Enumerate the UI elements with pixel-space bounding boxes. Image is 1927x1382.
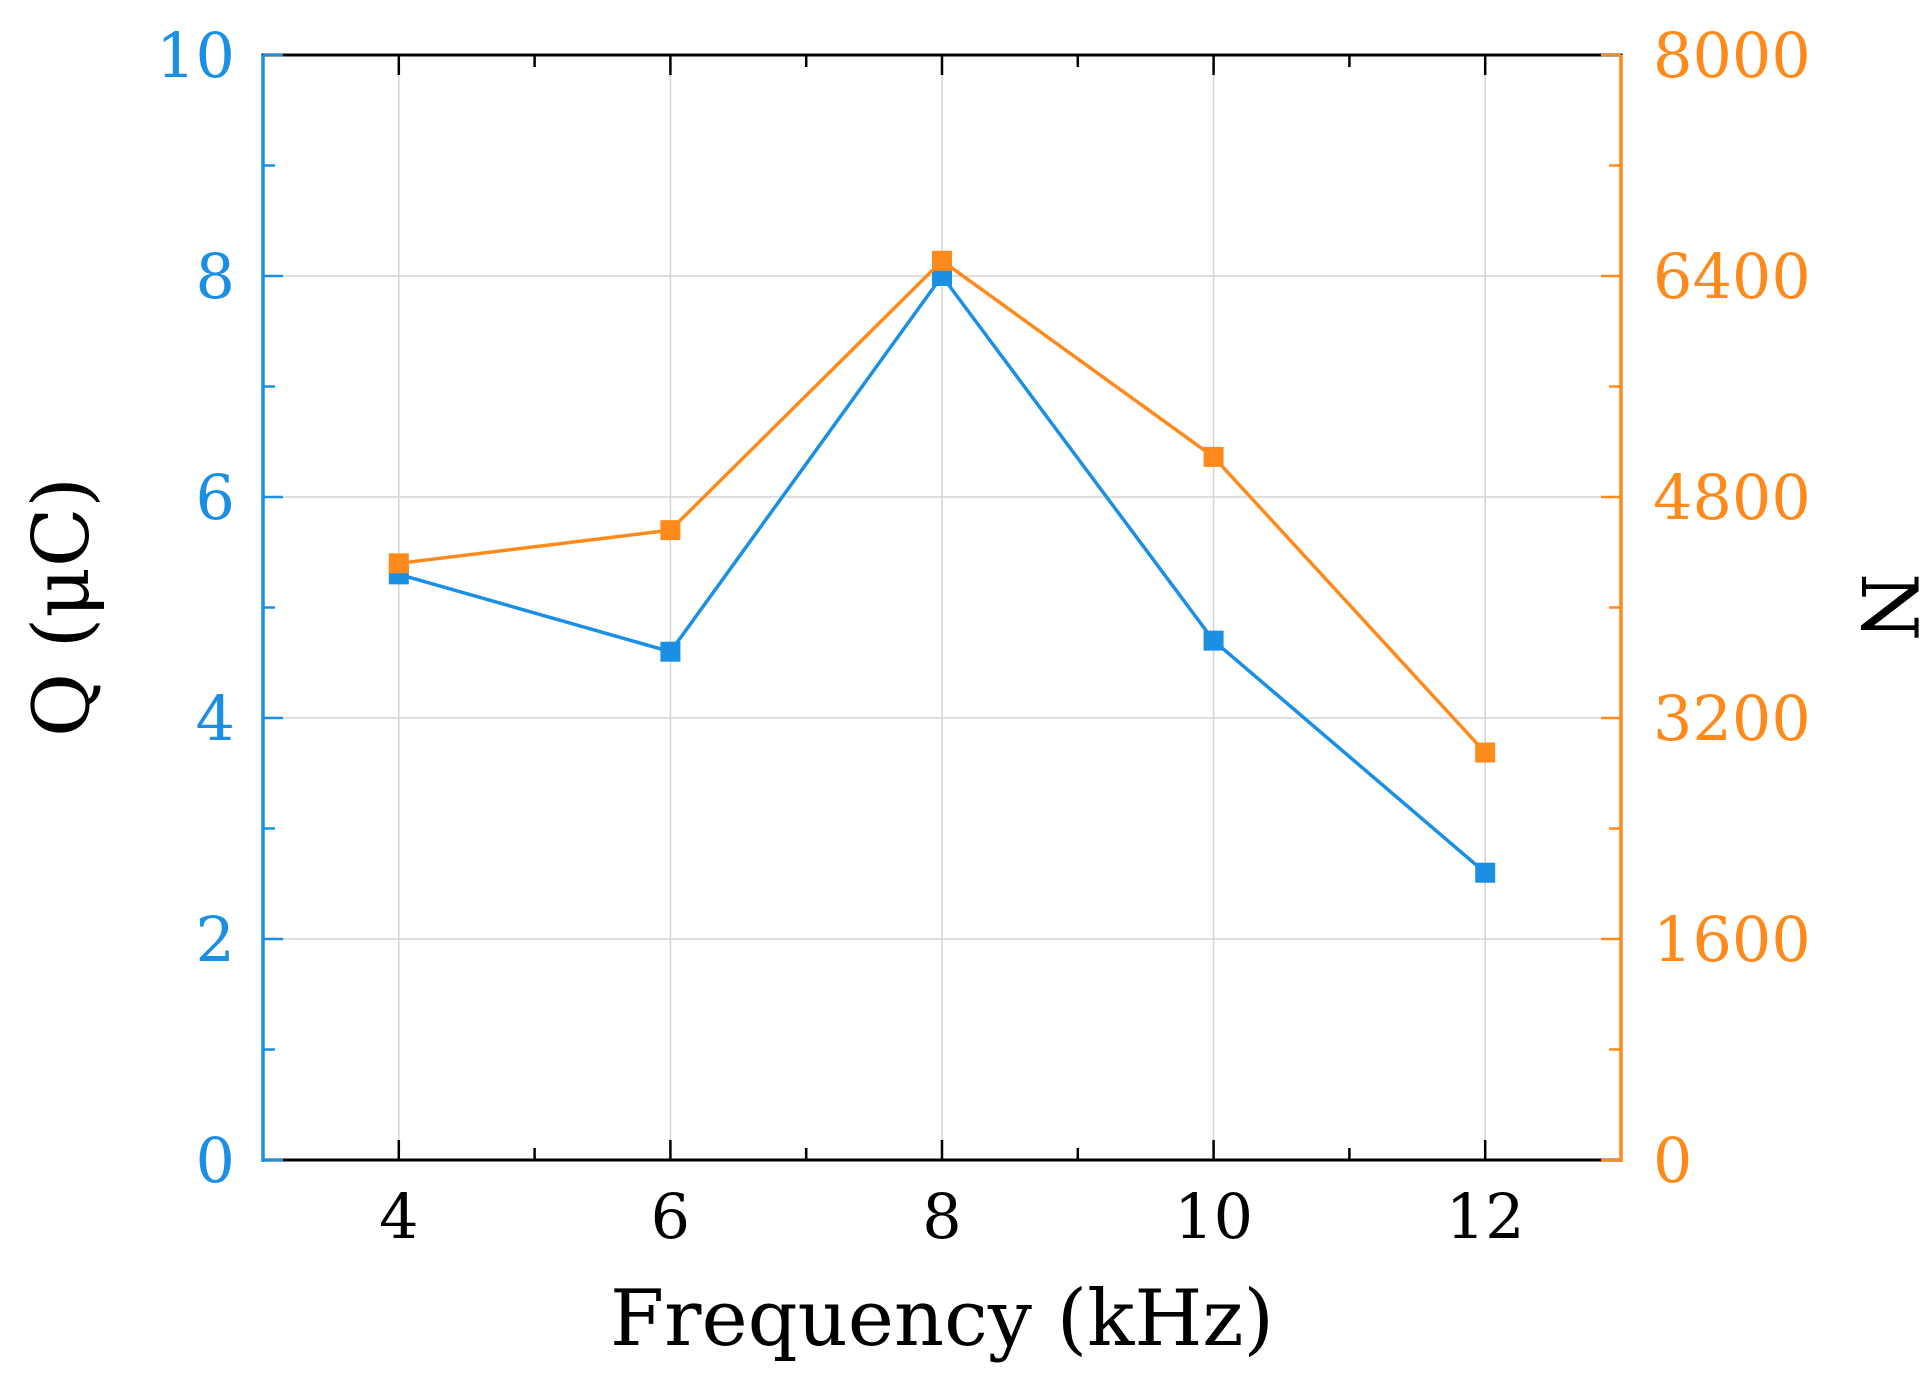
y-right-tick-label: 8000 [1653, 19, 1811, 92]
y-right-tick-label: 6400 [1653, 240, 1811, 313]
y-right-tick-label: 4800 [1653, 461, 1811, 534]
data-point-Q [932, 266, 952, 286]
y-right-axis-title: N [1843, 573, 1927, 641]
y-left-tick-label: 2 [196, 903, 235, 976]
data-point-N [388, 553, 409, 574]
x-tick-label: 6 [651, 1180, 690, 1253]
y-left-tick-label: 4 [196, 682, 235, 755]
x-tick-label: 10 [1174, 1180, 1253, 1253]
y-left-tick-label: 6 [196, 461, 235, 534]
axes: 4 6 8 10 12 0 2 4 6 8 10 0 1600 3200 4800 6400 8000 [156, 19, 1811, 1253]
y-right-tick-label: 3200 [1653, 682, 1811, 755]
data-point-N [932, 250, 952, 271]
y-left-tick-label: 8 [196, 240, 235, 313]
grid-lines [263, 55, 1621, 1160]
x-tick-label: 8 [922, 1180, 961, 1253]
y-right-tick-label: 1600 [1653, 903, 1811, 976]
data-point-Q [660, 641, 681, 662]
y-left-axis-title: Q (μC) [17, 477, 107, 737]
y-right-tick-label: 0 [1653, 1124, 1692, 1197]
y-left-tick-label: 10 [156, 19, 235, 92]
data-point-Q [1475, 862, 1496, 883]
x-axis-title: Frequency (kHz) [610, 1274, 1274, 1364]
y-left-tick-label: 0 [196, 1124, 235, 1197]
series-layer [388, 250, 1496, 883]
x-tick-label: 12 [1446, 1180, 1525, 1253]
data-point-N [1203, 446, 1224, 467]
data-point-Q [1203, 630, 1224, 651]
data-point-N [660, 520, 681, 541]
data-point-N [1475, 742, 1496, 763]
x-tick-label: 4 [379, 1180, 418, 1253]
